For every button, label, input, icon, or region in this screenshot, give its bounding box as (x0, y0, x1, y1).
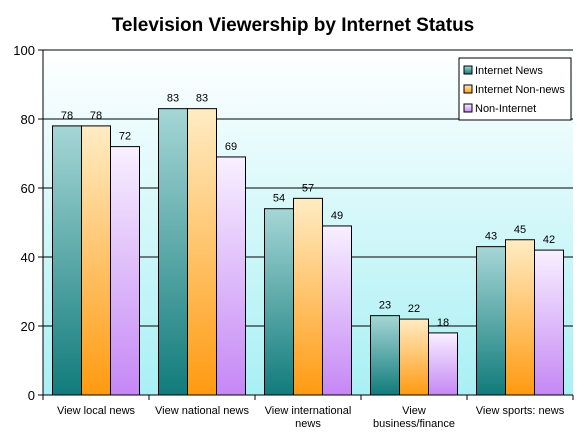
legend-label: Non-Internet (475, 103, 536, 115)
x-tick-label: View local news (57, 405, 136, 417)
data-labels: 78 78 72 83 83 69 54 57 49 23 22 18 43 45 42 (61, 93, 555, 329)
bar (187, 108, 217, 396)
bar (476, 246, 506, 396)
legend-swatch (463, 103, 473, 113)
y-tick-label: 40 (21, 250, 35, 265)
bar (322, 225, 352, 396)
x-tick-label: View sports: news (476, 405, 565, 417)
bar (52, 125, 82, 396)
data-label: 42 (543, 234, 555, 246)
data-label: 49 (331, 210, 343, 222)
y-tick-label: 20 (21, 319, 35, 334)
bar (428, 332, 458, 396)
x-tick-label: business/finance (373, 418, 455, 430)
bar (264, 208, 294, 396)
axes: 0 20 40 60 80 100 View local news View national… (13, 43, 574, 430)
legend-box (458, 57, 572, 121)
legend-label: Internet News (475, 65, 543, 77)
bar (293, 197, 323, 396)
bar (370, 315, 400, 396)
bar (81, 125, 111, 396)
legend-label: Internet Non-news (475, 84, 565, 96)
bar (399, 318, 429, 396)
x-tick-label: View (402, 405, 426, 417)
data-label: 45 (514, 224, 526, 236)
data-label: 78 (61, 110, 73, 122)
data-label: 57 (302, 182, 314, 194)
data-label: 83 (167, 93, 179, 105)
bar (505, 239, 535, 396)
y-tick-label: 100 (13, 43, 35, 58)
bar (216, 156, 246, 396)
data-label: 43 (485, 231, 497, 243)
legend-swatch (463, 84, 473, 94)
bar (110, 146, 140, 396)
data-label: 69 (225, 141, 237, 153)
y-tick-label: 80 (21, 112, 35, 127)
chart-title: Television Viewership by Internet Status (112, 15, 475, 36)
data-label: 54 (273, 193, 285, 205)
data-label: 18 (437, 317, 449, 329)
legend-swatch (463, 65, 473, 75)
y-tick-label: 0 (28, 388, 35, 403)
data-label: 22 (408, 303, 420, 315)
x-tick-label: View national news (155, 405, 249, 417)
data-label: 23 (379, 300, 391, 312)
legend: Internet News Internet Non-news Non-Intern… (458, 57, 572, 121)
bar (534, 249, 564, 396)
bars (52, 108, 564, 396)
y-tick-label: 60 (21, 181, 35, 196)
data-label: 78 (90, 110, 102, 122)
bar (158, 108, 188, 396)
x-tick-label: View international (265, 405, 352, 417)
data-label: 72 (119, 131, 131, 143)
data-label: 83 (196, 93, 208, 105)
x-tick-label: news (295, 418, 321, 430)
